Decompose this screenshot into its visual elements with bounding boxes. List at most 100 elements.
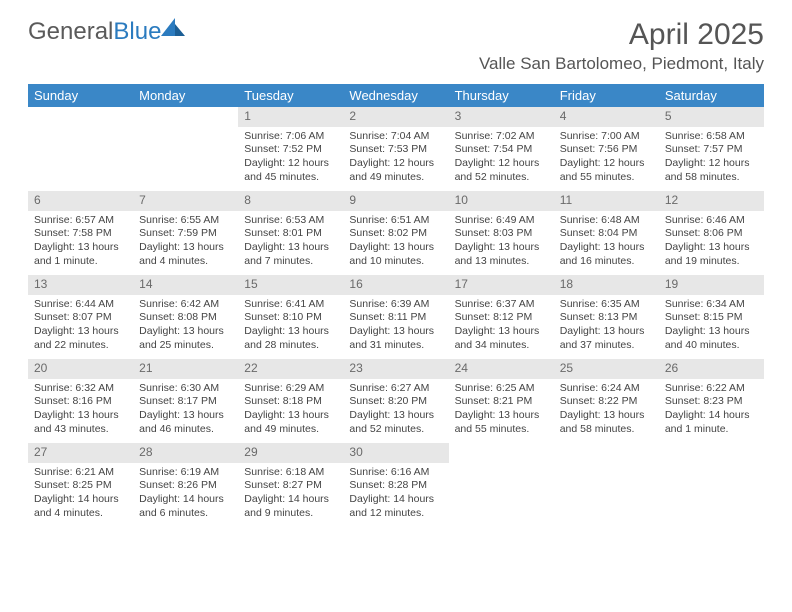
day-content: Sunrise: 6:27 AMSunset: 8:20 PMDaylight:… — [343, 379, 448, 443]
day-content: Sunrise: 6:18 AMSunset: 8:27 PMDaylight:… — [238, 463, 343, 527]
daylight-text: Daylight: 13 hours and 37 minutes. — [560, 325, 653, 352]
day-number: 10 — [449, 191, 554, 211]
sunset-text: Sunset: 8:23 PM — [665, 395, 758, 409]
day-number: 30 — [343, 443, 448, 463]
daylight-text: Daylight: 14 hours and 12 minutes. — [349, 493, 442, 520]
day-cell — [659, 443, 764, 527]
daylight-text: Daylight: 14 hours and 1 minute. — [665, 409, 758, 436]
logo-text-2: Blue — [113, 18, 161, 45]
day-number: 29 — [238, 443, 343, 463]
day-number: 7 — [133, 191, 238, 211]
sunset-text: Sunset: 8:11 PM — [349, 311, 442, 325]
day-cell: 4Sunrise: 7:00 AMSunset: 7:56 PMDaylight… — [554, 107, 659, 191]
daylight-text: Daylight: 13 hours and 1 minute. — [34, 241, 127, 268]
sunset-text: Sunset: 8:13 PM — [560, 311, 653, 325]
day-content: Sunrise: 6:32 AMSunset: 8:16 PMDaylight:… — [28, 379, 133, 443]
day-content: Sunrise: 6:22 AMSunset: 8:23 PMDaylight:… — [659, 379, 764, 443]
day-cell: 19Sunrise: 6:34 AMSunset: 8:15 PMDayligh… — [659, 275, 764, 359]
day-number: 26 — [659, 359, 764, 379]
day-cell: 6Sunrise: 6:57 AMSunset: 7:58 PMDaylight… — [28, 191, 133, 275]
daylight-text: Daylight: 12 hours and 45 minutes. — [244, 157, 337, 184]
week-row: 27Sunrise: 6:21 AMSunset: 8:25 PMDayligh… — [28, 443, 764, 527]
day-number: 1 — [238, 107, 343, 127]
day-content: Sunrise: 6:51 AMSunset: 8:02 PMDaylight:… — [343, 211, 448, 275]
sunrise-text: Sunrise: 6:21 AM — [34, 466, 127, 480]
daylight-text: Daylight: 12 hours and 52 minutes. — [455, 157, 548, 184]
daylight-text: Daylight: 13 hours and 19 minutes. — [665, 241, 758, 268]
day-content: Sunrise: 6:39 AMSunset: 8:11 PMDaylight:… — [343, 295, 448, 359]
day-cell — [449, 443, 554, 527]
day-cell: 28Sunrise: 6:19 AMSunset: 8:26 PMDayligh… — [133, 443, 238, 527]
title-block: April 2025 Valle San Bartolomeo, Piedmon… — [479, 18, 764, 74]
sunset-text: Sunset: 7:58 PM — [34, 227, 127, 241]
daylight-text: Daylight: 13 hours and 40 minutes. — [665, 325, 758, 352]
daylight-text: Daylight: 13 hours and 7 minutes. — [244, 241, 337, 268]
day-number: 28 — [133, 443, 238, 463]
daylight-text: Daylight: 13 hours and 49 minutes. — [244, 409, 337, 436]
sunrise-text: Sunrise: 6:29 AM — [244, 382, 337, 396]
sunset-text: Sunset: 8:28 PM — [349, 479, 442, 493]
daylight-text: Daylight: 13 hours and 46 minutes. — [139, 409, 232, 436]
daylight-text: Daylight: 13 hours and 58 minutes. — [560, 409, 653, 436]
day-number: 24 — [449, 359, 554, 379]
sunset-text: Sunset: 7:52 PM — [244, 143, 337, 157]
day-content: Sunrise: 6:42 AMSunset: 8:08 PMDaylight:… — [133, 295, 238, 359]
daylight-text: Daylight: 13 hours and 52 minutes. — [349, 409, 442, 436]
day-content: Sunrise: 6:57 AMSunset: 7:58 PMDaylight:… — [28, 211, 133, 275]
day-number: 9 — [343, 191, 448, 211]
day-content: Sunrise: 7:04 AMSunset: 7:53 PMDaylight:… — [343, 127, 448, 191]
sunrise-text: Sunrise: 6:49 AM — [455, 214, 548, 228]
daylight-text: Daylight: 13 hours and 34 minutes. — [455, 325, 548, 352]
sunrise-text: Sunrise: 6:57 AM — [34, 214, 127, 228]
day-header-row: SundayMondayTuesdayWednesdayThursdayFrid… — [28, 84, 764, 107]
sunset-text: Sunset: 8:25 PM — [34, 479, 127, 493]
sunrise-text: Sunrise: 6:39 AM — [349, 298, 442, 312]
day-cell — [554, 443, 659, 527]
day-content: Sunrise: 6:24 AMSunset: 8:22 PMDaylight:… — [554, 379, 659, 443]
day-cell: 20Sunrise: 6:32 AMSunset: 8:16 PMDayligh… — [28, 359, 133, 443]
sunset-text: Sunset: 8:16 PM — [34, 395, 127, 409]
sunrise-text: Sunrise: 6:44 AM — [34, 298, 127, 312]
day-content: Sunrise: 6:53 AMSunset: 8:01 PMDaylight:… — [238, 211, 343, 275]
sunrise-text: Sunrise: 6:37 AM — [455, 298, 548, 312]
sunset-text: Sunset: 7:53 PM — [349, 143, 442, 157]
daylight-text: Daylight: 14 hours and 9 minutes. — [244, 493, 337, 520]
week-row: 13Sunrise: 6:44 AMSunset: 8:07 PMDayligh… — [28, 275, 764, 359]
sunset-text: Sunset: 8:21 PM — [455, 395, 548, 409]
sunrise-text: Sunrise: 6:19 AM — [139, 466, 232, 480]
day-number: 8 — [238, 191, 343, 211]
daylight-text: Daylight: 13 hours and 55 minutes. — [455, 409, 548, 436]
logo: GeneralBlue — [28, 18, 185, 46]
day-number: 2 — [343, 107, 448, 127]
sunrise-text: Sunrise: 6:58 AM — [665, 130, 758, 144]
day-cell: 16Sunrise: 6:39 AMSunset: 8:11 PMDayligh… — [343, 275, 448, 359]
day-number: 13 — [28, 275, 133, 295]
sunrise-text: Sunrise: 7:06 AM — [244, 130, 337, 144]
day-number: 12 — [659, 191, 764, 211]
day-cell: 13Sunrise: 6:44 AMSunset: 8:07 PMDayligh… — [28, 275, 133, 359]
sunset-text: Sunset: 8:22 PM — [560, 395, 653, 409]
day-content: Sunrise: 6:41 AMSunset: 8:10 PMDaylight:… — [238, 295, 343, 359]
sunset-text: Sunset: 7:54 PM — [455, 143, 548, 157]
sunset-text: Sunset: 7:59 PM — [139, 227, 232, 241]
day-cell: 5Sunrise: 6:58 AMSunset: 7:57 PMDaylight… — [659, 107, 764, 191]
day-header: Tuesday — [238, 84, 343, 107]
daylight-text: Daylight: 13 hours and 28 minutes. — [244, 325, 337, 352]
day-number: 16 — [343, 275, 448, 295]
day-cell: 12Sunrise: 6:46 AMSunset: 8:06 PMDayligh… — [659, 191, 764, 275]
sunset-text: Sunset: 8:27 PM — [244, 479, 337, 493]
day-content: Sunrise: 6:30 AMSunset: 8:17 PMDaylight:… — [133, 379, 238, 443]
day-number: 11 — [554, 191, 659, 211]
sunrise-text: Sunrise: 6:30 AM — [139, 382, 232, 396]
day-cell: 24Sunrise: 6:25 AMSunset: 8:21 PMDayligh… — [449, 359, 554, 443]
day-header: Friday — [554, 84, 659, 107]
day-cell — [28, 107, 133, 191]
daylight-text: Daylight: 14 hours and 4 minutes. — [34, 493, 127, 520]
sunrise-text: Sunrise: 6:27 AM — [349, 382, 442, 396]
logo-text: GeneralBlue — [28, 18, 161, 46]
sunrise-text: Sunrise: 7:04 AM — [349, 130, 442, 144]
weeks-container: 1Sunrise: 7:06 AMSunset: 7:52 PMDaylight… — [28, 107, 764, 527]
sunrise-text: Sunrise: 7:00 AM — [560, 130, 653, 144]
sunrise-text: Sunrise: 6:16 AM — [349, 466, 442, 480]
day-number: 27 — [28, 443, 133, 463]
